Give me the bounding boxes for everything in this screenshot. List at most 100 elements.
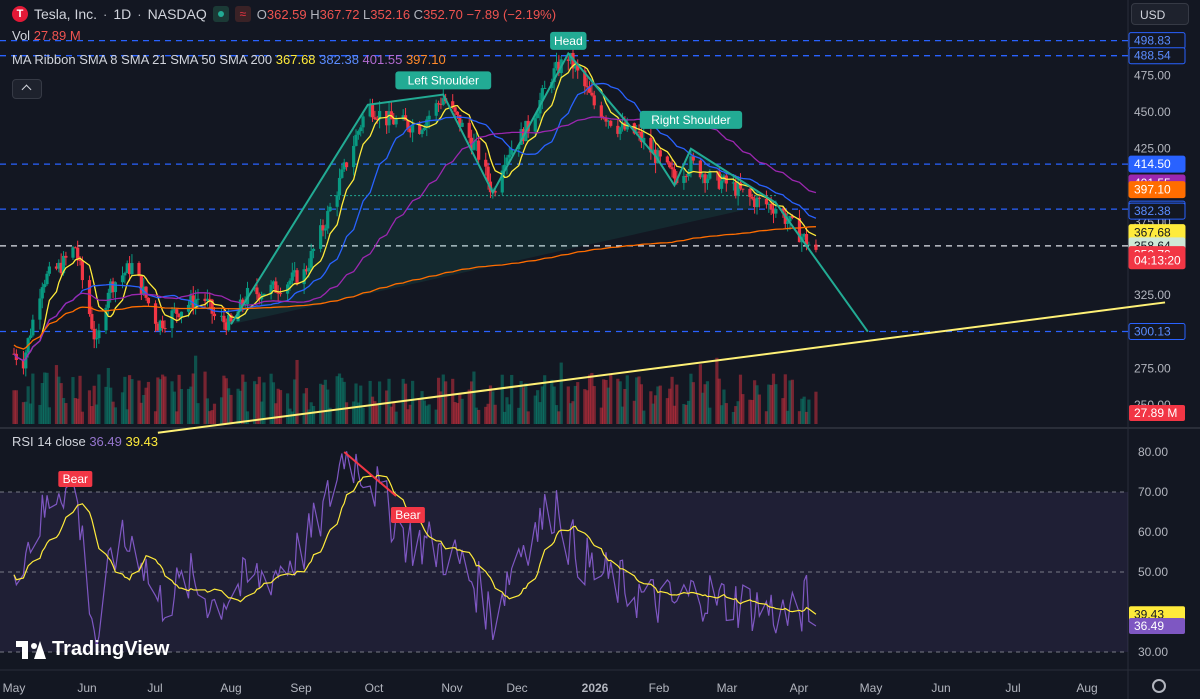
volume-bar — [632, 400, 636, 424]
candle-body — [571, 52, 575, 69]
volume-bar — [212, 403, 217, 424]
change-value: −7.89 (−2.19%) — [466, 6, 557, 22]
volume-bar — [540, 386, 544, 424]
volume-bar — [127, 375, 132, 424]
ma-ribbon-legend[interactable]: MA Ribbon SMA 8 SMA 21 SMA 50 SMA 200 36… — [12, 52, 446, 67]
candle-body — [236, 311, 240, 322]
price-tick-label: 425.00 — [1134, 142, 1171, 156]
volume-bar — [186, 388, 191, 424]
currency-button[interactable]: USD — [1131, 3, 1189, 25]
volume-bar — [109, 387, 113, 424]
volume-bar — [689, 373, 693, 424]
volume-bar — [422, 400, 427, 424]
volume-scale-label: 27.89 M — [1134, 406, 1177, 420]
volume-bar — [302, 393, 306, 424]
price-scale-label-box — [1128, 47, 1186, 65]
pattern-label: Right Shoulder — [651, 113, 730, 127]
volume-bar — [653, 395, 658, 424]
volume-legend[interactable]: Vol 27.89 M — [12, 28, 81, 43]
volume-bar — [255, 384, 259, 424]
candle-body — [80, 260, 85, 281]
candle-body — [130, 263, 134, 275]
candles — [12, 44, 818, 377]
volume-bar — [484, 406, 488, 424]
rsi-legend[interactable]: RSI 14 close 36.49 39.43 — [12, 434, 159, 449]
chevron-up-icon — [21, 84, 32, 95]
price-tick-label: 325.00 — [1134, 288, 1171, 302]
candle-body — [557, 61, 561, 74]
volume-bar — [137, 380, 141, 424]
candle-body — [245, 287, 250, 304]
rsi-tick-label: 70.00 — [1138, 485, 1168, 499]
volume-bar — [722, 389, 726, 424]
candle-body — [113, 282, 118, 293]
candle-body — [500, 170, 504, 193]
separator: · — [103, 6, 108, 22]
time-tick-label: Aug — [220, 681, 241, 695]
volume-bar — [788, 380, 792, 424]
volume-bar — [177, 374, 181, 424]
candle-body — [703, 174, 707, 184]
volume-bar — [123, 376, 127, 424]
candle-body — [609, 120, 613, 126]
candle-body — [319, 225, 323, 249]
price-scale-label: 498.83 — [1134, 34, 1171, 48]
volume-bar — [387, 378, 391, 424]
volume-bar — [783, 374, 787, 424]
volume-bar — [373, 401, 377, 424]
volume-bar — [326, 389, 330, 424]
volume-bar — [92, 385, 96, 424]
gear-icon[interactable] — [1152, 679, 1166, 693]
rsi-label: Bear — [395, 508, 420, 522]
collapse-legend-button[interactable] — [12, 79, 42, 99]
candle-body — [373, 117, 377, 120]
candle-body — [484, 159, 488, 167]
candle-body — [28, 335, 33, 339]
volume-bar — [606, 387, 610, 424]
volume-bar — [493, 404, 497, 424]
rsi-line — [13, 451, 817, 647]
tradingview-logo-icon — [16, 639, 46, 661]
candle-body — [807, 244, 811, 246]
candle-body — [604, 118, 608, 122]
candle-body — [507, 154, 511, 158]
candle-body — [269, 284, 273, 294]
tradingview-logo[interactable]: TradingView — [16, 638, 169, 661]
candle-body — [573, 65, 577, 69]
volume-bar — [191, 373, 195, 424]
candle-body — [229, 314, 233, 322]
candle-body — [616, 125, 620, 134]
candle-body — [342, 162, 346, 170]
candle-body — [392, 119, 396, 125]
candle-body — [533, 118, 537, 132]
candle-body — [123, 272, 127, 276]
volume-bar — [26, 386, 30, 424]
candle-body — [705, 178, 710, 184]
candle-body — [222, 315, 226, 323]
time-tick-label: Mar — [717, 681, 738, 695]
candle-body — [790, 216, 794, 218]
candle-body — [172, 309, 176, 311]
candle-body — [590, 92, 594, 96]
volume-bar — [238, 390, 243, 424]
candle-body — [271, 281, 276, 285]
candle-body — [286, 284, 290, 294]
candle-body — [519, 129, 523, 145]
pattern-label: Left Shoulder — [408, 73, 479, 87]
rsi-tick-label: 80.00 — [1138, 445, 1168, 459]
volume-bar — [76, 398, 80, 424]
volume-bar — [658, 385, 662, 424]
candle-body — [599, 105, 603, 118]
interval[interactable]: 1D — [113, 6, 132, 22]
volume-bar — [533, 395, 537, 424]
volume-bar — [731, 411, 736, 424]
volume-bar — [172, 391, 176, 424]
symbol-header[interactable]: T Tesla, Inc. · 1D · NASDAQ ≈ O362.59 H3… — [12, 4, 556, 24]
head-shoulders-pattern — [230, 51, 869, 333]
volume-bar — [656, 386, 660, 424]
volume-bar — [500, 374, 504, 424]
candle-body — [394, 119, 398, 125]
volume-bar — [599, 407, 603, 424]
candle-body — [458, 114, 462, 127]
